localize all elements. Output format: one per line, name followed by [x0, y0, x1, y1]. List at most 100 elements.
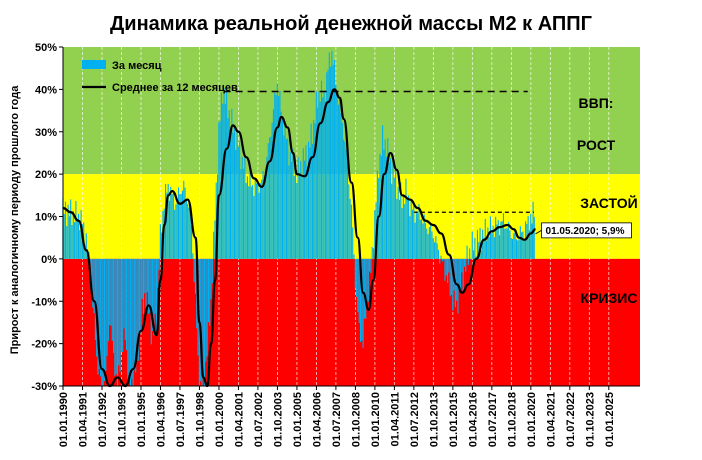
bar: [304, 160, 306, 259]
bar: [98, 258, 100, 369]
bar: [263, 175, 265, 259]
x-tick-label: 01.10.2023: [584, 392, 596, 447]
bar: [285, 139, 287, 259]
bar: [120, 258, 122, 352]
x-tick-label: 01.01.2020: [526, 392, 538, 447]
zone-label-1: РОСТ: [577, 137, 616, 153]
bar: [252, 184, 254, 259]
bar: [350, 204, 352, 259]
bar: [103, 258, 106, 381]
bar: [486, 240, 488, 259]
bar: [393, 177, 395, 259]
y-axis-label: Прирост к аналогичному периоду прошлого …: [9, 85, 21, 354]
bar: [223, 88, 225, 259]
bar: [137, 258, 139, 361]
bar: [235, 149, 237, 259]
x-tick-label: 01.04.2011: [389, 392, 401, 446]
bar: [448, 258, 450, 273]
legend-bar-label: За месяц: [112, 60, 162, 72]
x-tick-label: 01.10.1998: [194, 392, 206, 447]
bar: [474, 237, 476, 259]
bar: [462, 258, 464, 292]
bar: [436, 243, 438, 259]
bar: [167, 184, 169, 259]
bar: [297, 156, 299, 259]
bar: [139, 258, 141, 332]
bar: [93, 258, 95, 314]
bar: [352, 227, 354, 259]
bar: [192, 253, 194, 259]
bar: [149, 258, 151, 313]
bar: [233, 126, 235, 259]
bar: [400, 182, 402, 259]
bar: [437, 249, 440, 259]
bar: [146, 258, 148, 293]
bar: [272, 109, 274, 259]
bar: [491, 233, 493, 259]
bar: [423, 214, 425, 259]
bar: [111, 258, 113, 341]
bar: [133, 258, 135, 371]
bar: [354, 258, 356, 289]
bar: [502, 213, 505, 259]
bar: [276, 83, 278, 259]
bar: [75, 200, 77, 259]
bar: [445, 258, 447, 276]
bar: [346, 162, 349, 259]
bar: [215, 182, 217, 259]
bar: [291, 161, 293, 259]
bar: [227, 118, 229, 259]
bar: [242, 168, 245, 259]
bar: [209, 258, 211, 326]
bar: [418, 204, 420, 259]
bar: [136, 258, 138, 349]
bar: [166, 192, 168, 259]
bar: [432, 238, 434, 259]
bar: [101, 258, 103, 386]
bar: [266, 156, 268, 259]
bar: [77, 213, 80, 259]
x-tick-label: 01.10.2008: [350, 392, 362, 447]
y-tick-label: -20%: [31, 339, 57, 351]
bar: [388, 162, 390, 259]
bar: [419, 219, 421, 259]
bar: [67, 204, 69, 259]
bar: [330, 66, 332, 259]
bar: [205, 258, 207, 362]
x-tick-label: 01.04.2001: [233, 392, 245, 447]
bar: [466, 245, 468, 259]
bar: [431, 231, 433, 259]
bar: [514, 231, 516, 259]
bar: [310, 123, 312, 259]
y-tick-label: 50%: [35, 42, 57, 54]
bar: [363, 258, 365, 319]
bar: [180, 194, 182, 259]
bar: [492, 225, 494, 259]
bar: [511, 238, 514, 259]
bar: [141, 258, 143, 299]
bar: [194, 258, 197, 294]
bar: [356, 258, 358, 297]
legend-bar-swatch: [82, 60, 106, 69]
bar: [207, 258, 210, 323]
bar: [262, 171, 264, 259]
bar: [314, 123, 316, 259]
bar: [362, 258, 364, 348]
bar: [383, 149, 385, 259]
bar: [478, 242, 480, 259]
bar: [357, 258, 359, 313]
bar: [489, 216, 492, 259]
bar: [376, 170, 378, 259]
bar: [337, 104, 339, 259]
bar: [339, 98, 341, 259]
reference-lines: [223, 90, 534, 213]
bar: [440, 255, 442, 259]
bar: [115, 258, 117, 375]
bar: [475, 256, 477, 259]
bar: [313, 119, 315, 259]
bar: [105, 258, 107, 372]
bar: [157, 258, 159, 288]
bar: [340, 112, 342, 259]
bar: [444, 258, 446, 281]
